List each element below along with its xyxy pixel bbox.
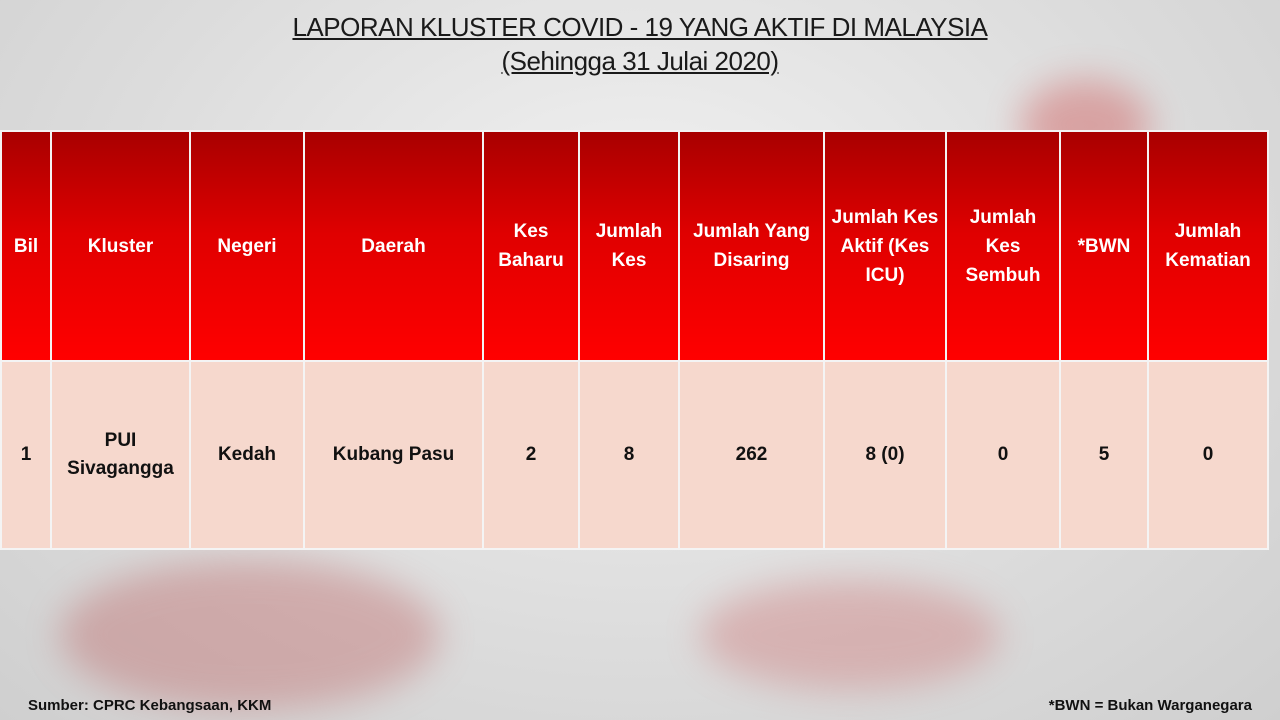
table-cell: 1 (0, 360, 52, 550)
column-header: Jumlah Yang Disaring (678, 130, 825, 362)
table-cell: Kedah (189, 360, 305, 550)
table-header-row: Bil Kluster Negeri Daerah Kes Baharu Jumlah K… (0, 130, 1269, 362)
cluster-table: Bil Kluster Negeri Daerah Kes Baharu Jumlah K… (0, 130, 1269, 550)
page-subtitle-date: (Sehingga 31 Julai 2020) (501, 46, 779, 76)
column-header: Jumlah Kematian (1147, 130, 1269, 362)
table-cell: 0 (945, 360, 1061, 550)
table-cell: Kubang Pasu (303, 360, 484, 550)
bwn-legend-note: *BWN = Bukan Warganegara (1048, 697, 1252, 714)
page-title: LAPORAN KLUSTER COVID - 19 YANG AKTIF DI… (292, 12, 988, 42)
column-header: Jumlah Kes (578, 130, 680, 362)
table-cell: PUI Sivagangga (50, 360, 191, 550)
table-cell: 0 (1147, 360, 1269, 550)
table-cell: 5 (1059, 360, 1149, 550)
column-header: Jumlah Kes Aktif (Kes ICU) (823, 130, 947, 362)
column-header: *BWN (1059, 130, 1149, 362)
background-virus-decoration (700, 580, 1000, 690)
column-header: Negeri (189, 130, 305, 362)
column-header: Bil (0, 130, 52, 362)
table-cell: 8 (0) (823, 360, 947, 550)
source-note: Sumber: CPRC Kebangsaan, KKM (28, 697, 272, 714)
table-cell: 2 (482, 360, 580, 550)
table-cell: 8 (578, 360, 680, 550)
column-header: Jumlah Kes Sembuh (945, 130, 1061, 362)
column-header: Kes Baharu (482, 130, 580, 362)
table-cell: 262 (678, 360, 825, 550)
column-header: Kluster (50, 130, 191, 362)
column-header: Daerah (303, 130, 484, 362)
background-virus-decoration (60, 560, 440, 710)
table-row: 1 PUI Sivagangga Kedah Kubang Pasu 2 8 262 8 (0… (0, 360, 1269, 550)
